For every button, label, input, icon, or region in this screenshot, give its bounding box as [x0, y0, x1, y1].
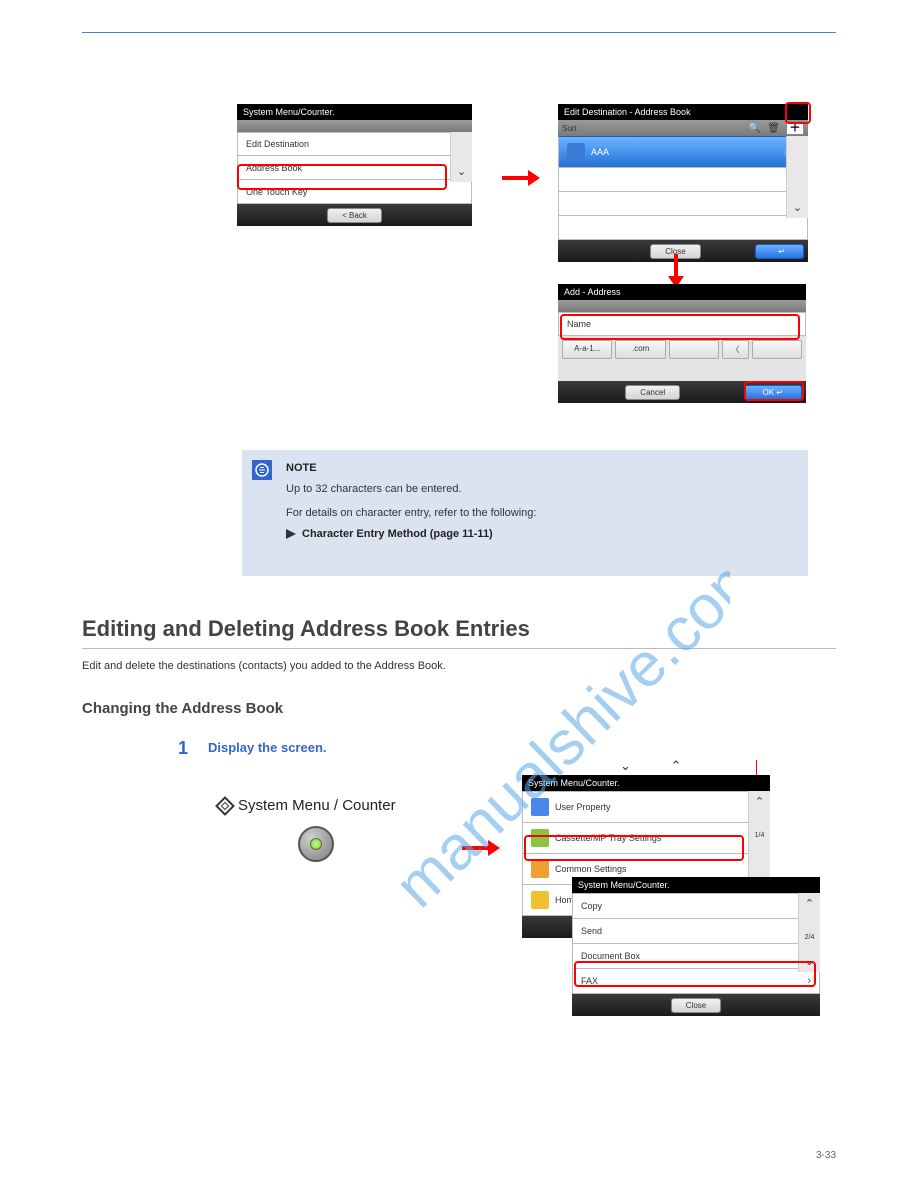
list-item[interactable] — [558, 216, 808, 240]
row-user-property[interactable]: User Property› — [522, 791, 770, 823]
note-box: NOTE Up to 32 characters can be entered.… — [242, 450, 808, 576]
panel-title: System Menu/Counter. — [572, 877, 820, 893]
scroll-up-icon[interactable]: ⌃ — [749, 791, 770, 812]
trash-icon[interactable]: 🗑 — [767, 123, 780, 134]
panel-footer: < Back — [237, 204, 472, 226]
panel-toolbar: Sort 🔍 🗑 ＋ — [558, 120, 808, 136]
diamond-icon — [215, 796, 235, 816]
step-number: 1 — [178, 738, 188, 759]
scroll-column: ⌄ — [786, 136, 808, 218]
panel-subbar — [558, 300, 806, 312]
row-copy[interactable]: Copy› — [572, 893, 820, 919]
row-icon — [531, 891, 549, 909]
keyboard-shortcut-row: A-a-1... .com 〈 — [558, 336, 806, 363]
row-edit-destination[interactable]: Edit Destination — [237, 132, 472, 156]
panel-footer: Close — [572, 994, 820, 1016]
section-heading: Editing and Deleting Address Book Entrie… — [82, 616, 530, 642]
keyboard-area — [558, 363, 806, 381]
page-number: 3-33 — [816, 1150, 836, 1161]
heading-divider — [82, 648, 836, 649]
panel-title: System Menu/Counter. — [237, 104, 472, 120]
row-label: AAA — [591, 147, 609, 157]
sort-label[interactable]: Sort — [562, 124, 577, 133]
note-text: Up to 32 characters can be entered. — [286, 481, 796, 498]
key[interactable] — [752, 340, 802, 359]
list-item[interactable] — [558, 168, 808, 192]
search-icon[interactable]: 🔍 — [749, 123, 761, 134]
scroll-arrows-icon: ⌄ ⌃ — [620, 758, 699, 774]
panel-title: Edit Destination - Address Book — [564, 107, 691, 117]
key[interactable] — [669, 340, 719, 359]
note-icon — [252, 460, 272, 480]
system-menu-indicator: System Menu / Counter — [218, 797, 396, 814]
close-button[interactable]: Close — [671, 998, 721, 1013]
highlight-name-row — [560, 314, 800, 340]
ok-button[interactable]: ↵ — [755, 244, 804, 259]
body-text: Edit and delete the destinations (contac… — [82, 660, 446, 672]
panel-subbar — [237, 120, 472, 132]
row-send[interactable]: Send› — [572, 919, 820, 944]
highlight-ok — [744, 381, 804, 401]
row-label: Send — [581, 926, 602, 936]
link-label: Character Entry Method (page 11-11) — [302, 526, 493, 543]
key[interactable]: .com — [615, 340, 665, 359]
panel-title: Add - Address — [558, 284, 806, 300]
page-indicator: 2/4 — [799, 914, 820, 951]
list-item[interactable] — [558, 192, 808, 216]
row-icon — [531, 798, 549, 816]
highlight-add — [785, 102, 811, 124]
highlight-address-book — [237, 164, 447, 190]
scroll-down-icon[interactable]: ⌄ — [787, 197, 808, 218]
scroll-column: ⌄ — [450, 132, 472, 182]
panel-title-bar: Edit Destination - Address Book — [558, 104, 808, 120]
panel-title: System Menu/Counter. — [522, 775, 770, 791]
page-indicator: 1/4 — [749, 812, 770, 873]
arrow-right-icon — [460, 834, 500, 866]
panel-system-menu-2: System Menu/Counter. Copy› Send› Documen… — [572, 877, 820, 1016]
cancel-button[interactable]: Cancel — [625, 385, 680, 400]
scroll-down-icon[interactable]: ⌄ — [451, 161, 472, 182]
scroll-up-icon[interactable]: ⌃ — [799, 893, 820, 914]
panel-address-book-list: Edit Destination - Address Book Sort 🔍 🗑… — [558, 104, 808, 262]
contact-icon — [567, 143, 585, 161]
row-selected[interactable]: AAA ≡ — [558, 136, 808, 168]
subsection-title: Changing the Address Book — [82, 700, 283, 717]
note-link[interactable]: Character Entry Method (page 11-11) — [286, 526, 493, 543]
key[interactable]: A-a-1... — [562, 340, 612, 359]
sysmenu-label: System Menu / Counter — [238, 797, 396, 814]
row-label: User Property — [555, 802, 611, 812]
panel-edit-destination: System Menu/Counter. Edit Destination Ad… — [237, 104, 472, 226]
row-icon — [531, 860, 549, 878]
physical-button[interactable] — [298, 826, 334, 862]
highlight-common-settings — [524, 835, 744, 861]
arrow-right-icon — [500, 164, 540, 196]
backspace-key[interactable]: 〈 — [722, 340, 748, 359]
note-text: For details on character entry, refer to… — [286, 505, 796, 522]
row-label: Document Box — [581, 951, 640, 961]
row-label: Common Settings — [555, 864, 627, 874]
header-divider — [82, 32, 836, 33]
note-title: NOTE — [286, 460, 796, 477]
row-label: Edit Destination — [246, 139, 309, 149]
row-label: Copy — [581, 901, 602, 911]
panel-name-entry: Add - Address Name A-a-1... .com 〈 Cance… — [558, 284, 806, 403]
step-label: Display the screen. — [208, 740, 327, 755]
highlight-fax — [574, 961, 816, 987]
back-button[interactable]: < Back — [327, 208, 382, 223]
